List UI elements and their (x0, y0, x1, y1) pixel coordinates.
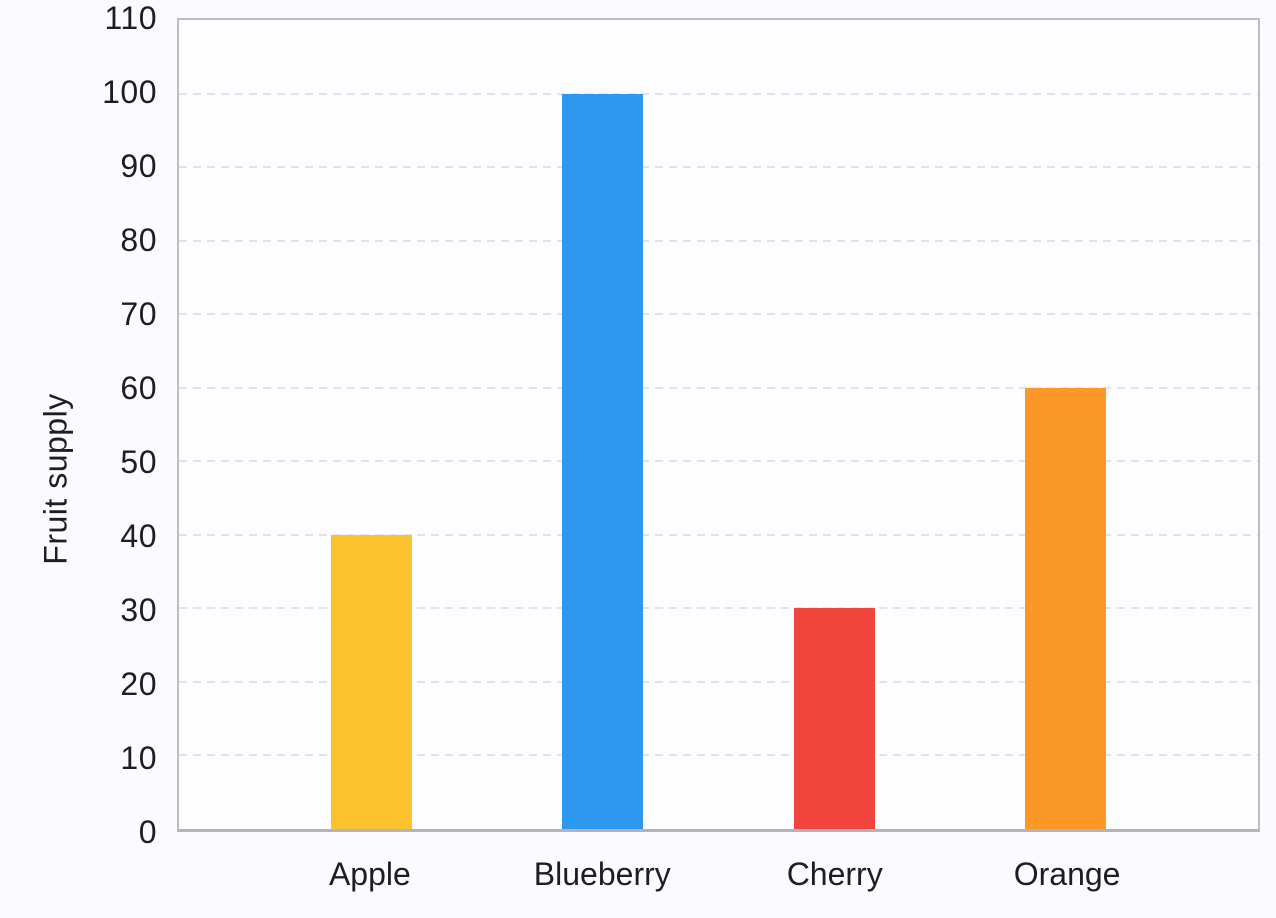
bar-cherry[interactable] (793, 608, 875, 829)
y-tick-label-110: 110 (104, 0, 157, 36)
y-tick-label-0: 0 (138, 814, 157, 850)
gridline-y-60 (179, 386, 1258, 389)
y-tick-label-50: 50 (120, 444, 157, 480)
x-category-label-orange: Orange (1013, 856, 1121, 892)
bar-apple[interactable] (330, 534, 412, 829)
x-category-label-cherry: Cherry (786, 856, 883, 892)
y-axis-tick-labels: 0 10 20 30 40 50 60 70 80 90 100 110 (0, 2, 157, 848)
x-category-label-blueberry: Blueberry (533, 856, 671, 892)
gridline-y-40 (179, 533, 1258, 536)
gridline-y-90 (179, 166, 1258, 169)
gridline-y-30 (179, 607, 1258, 610)
gridline-y-70 (179, 313, 1258, 316)
plot-area (177, 18, 1260, 832)
x-category-label-apple: Apple (328, 856, 411, 892)
gridline-y-50 (179, 460, 1258, 463)
y-tick-label-30: 30 (120, 592, 157, 628)
gridline-y-80 (179, 239, 1258, 242)
bar-orange[interactable] (1025, 387, 1107, 829)
y-tick-label-60: 60 (120, 370, 157, 406)
gridline-y-100 (179, 92, 1258, 95)
y-tick-label-90: 90 (120, 148, 157, 184)
y-tick-label-20: 20 (120, 666, 157, 702)
y-tick-label-100: 100 (102, 74, 157, 110)
x-axis-category-labels: Apple Blueberry Cherry Orange (177, 852, 1260, 898)
bar-blueberry[interactable] (562, 93, 644, 829)
gridline-y-20 (179, 680, 1258, 683)
y-tick-label-70: 70 (120, 296, 157, 332)
y-tick-label-40: 40 (120, 518, 157, 554)
y-tick-label-10: 10 (120, 740, 157, 776)
y-tick-label-80: 80 (120, 222, 157, 258)
gridline-y-10 (179, 754, 1258, 757)
